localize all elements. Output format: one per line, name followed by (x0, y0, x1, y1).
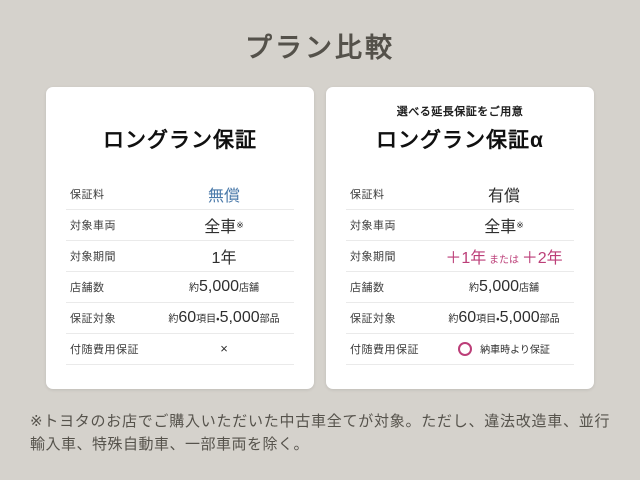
value-part: 店舗 (519, 283, 540, 294)
value-part: 60 (178, 309, 197, 326)
value-part: ＋1年 (445, 250, 487, 267)
value-part: 60 (458, 309, 477, 326)
spec-value: 全車※ (438, 213, 570, 237)
value-part: 無償 (207, 188, 240, 205)
table-row: 保証対象 約60項目・5,000部品 (66, 303, 294, 334)
spec-label: 店舗数 (70, 282, 105, 294)
value-part: 5,000 (499, 309, 540, 326)
table-row: 対象期間 1年 (66, 241, 294, 272)
spec-value: 約60項目・5,000部品 (158, 309, 290, 327)
value-part: 部品 (539, 314, 560, 325)
spec-value: 無償 (158, 182, 290, 206)
spec-value: × (158, 340, 290, 358)
table-row: 保証料 無償 (66, 179, 294, 210)
spec-label: 対象車両 (350, 220, 396, 232)
spec-value: 納車時より保証 (438, 340, 570, 358)
spec-label: 対象車両 (70, 220, 116, 232)
plan-spec-table: 保証料 無償 対象車両 全車※ 対象期間 1年 店舗数 約5,000店舗 保証対… (66, 179, 294, 365)
value-part: 5,000 (198, 278, 240, 295)
plan-card-subtitle (46, 104, 314, 121)
value-part: 有償 (487, 188, 520, 205)
value-part: ・ (216, 314, 220, 325)
cross-mark-icon: × (220, 341, 228, 356)
table-row: 保証料 有償 (346, 179, 574, 210)
spec-value: 1年 (158, 244, 290, 268)
value-part: 全車 (484, 219, 517, 236)
value-part: 約 (448, 314, 459, 325)
disclaimer-text: ※トヨタのお店でご購入いただいた中古車全てが対象。ただし、違法改造車、並行輸入車… (30, 413, 610, 453)
value-part: 5,000 (219, 309, 260, 326)
value-part: 約 (188, 283, 199, 294)
table-row: 付随費用保証 納車時より保証 (346, 334, 574, 365)
page-title: プラン比較 (245, 33, 395, 63)
value-part: 店舗 (239, 283, 260, 294)
table-row: 付随費用保証 × (66, 334, 294, 365)
table-row: 対象車両 全車※ (66, 210, 294, 241)
table-row: 保証対象 約60項目・5,000部品 (346, 303, 574, 334)
spec-value: 全車※ (158, 213, 290, 237)
value-part: ※ (516, 220, 524, 230)
plan-card-longrun: ロングラン保証 保証料 無償 対象車両 全車※ 対象期間 1年 店舗数 約5,0… (46, 87, 314, 389)
plan-card-subtitle: 選べる延長保証をご用意 (396, 106, 524, 118)
spec-label: 保証対象 (70, 313, 116, 325)
table-row: 店舗数 約5,000店舗 (346, 272, 574, 303)
spec-label: 保証料 (350, 189, 385, 201)
value-part: 1年 (211, 250, 237, 267)
spec-label: 保証料 (70, 189, 105, 201)
spec-value: 約5,000店舗 (158, 278, 290, 296)
spec-value-text: 納車時より保証 (480, 340, 550, 357)
value-part: 5,000 (478, 278, 520, 295)
spec-label: 付随費用保証 (350, 344, 419, 356)
spec-label: 店舗数 (350, 282, 385, 294)
plan-card-title: ロングラン保証α (376, 129, 544, 152)
plan-card-header: ロングラン保証 (46, 87, 314, 179)
value-part: 約 (168, 314, 179, 325)
value-part: 約 (468, 283, 479, 294)
value-part: 部品 (259, 314, 280, 325)
plan-card-longrun-alpha: 選べる延長保証をご用意 ロングラン保証α 保証料 有償 対象車両 全車※ 対象期… (326, 87, 594, 389)
value-part: 項目 (476, 314, 497, 325)
table-row: 店舗数 約5,000店舗 (66, 272, 294, 303)
value-part: ＋2年 (521, 250, 563, 267)
value-part: 全車 (204, 219, 237, 236)
spec-label: 付随費用保証 (70, 344, 139, 356)
value-part: 項目 (196, 314, 217, 325)
circle-outline-icon (458, 341, 473, 356)
value-part: ・ (496, 314, 500, 325)
spec-label: 対象期間 (70, 251, 116, 263)
spec-value: 約60項目・5,000部品 (438, 309, 570, 327)
value-part: または (486, 255, 522, 266)
plan-card-title: ロングラン保証 (103, 129, 257, 152)
spec-value: 有償 (438, 182, 570, 206)
table-row: 対象車両 全車※ (346, 210, 574, 241)
value-part: ※ (236, 220, 244, 230)
spec-label: 保証対象 (350, 313, 396, 325)
plan-card-header: 選べる延長保証をご用意 ロングラン保証α (326, 87, 594, 179)
spec-value: ＋1年 または ＋2年 (438, 244, 570, 268)
spec-value: 約5,000店舗 (438, 278, 570, 296)
plan-spec-table: 保証料 有償 対象車両 全車※ 対象期間 ＋1年 または ＋2年 店舗数 約5,… (346, 179, 574, 365)
plan-comparison: ロングラン保証 保証料 無償 対象車両 全車※ 対象期間 1年 店舗数 約5,0… (46, 87, 594, 389)
spec-label: 対象期間 (350, 251, 396, 263)
value-part: 納車時より保証 (480, 345, 550, 356)
table-row: 対象期間 ＋1年 または ＋2年 (346, 241, 574, 272)
